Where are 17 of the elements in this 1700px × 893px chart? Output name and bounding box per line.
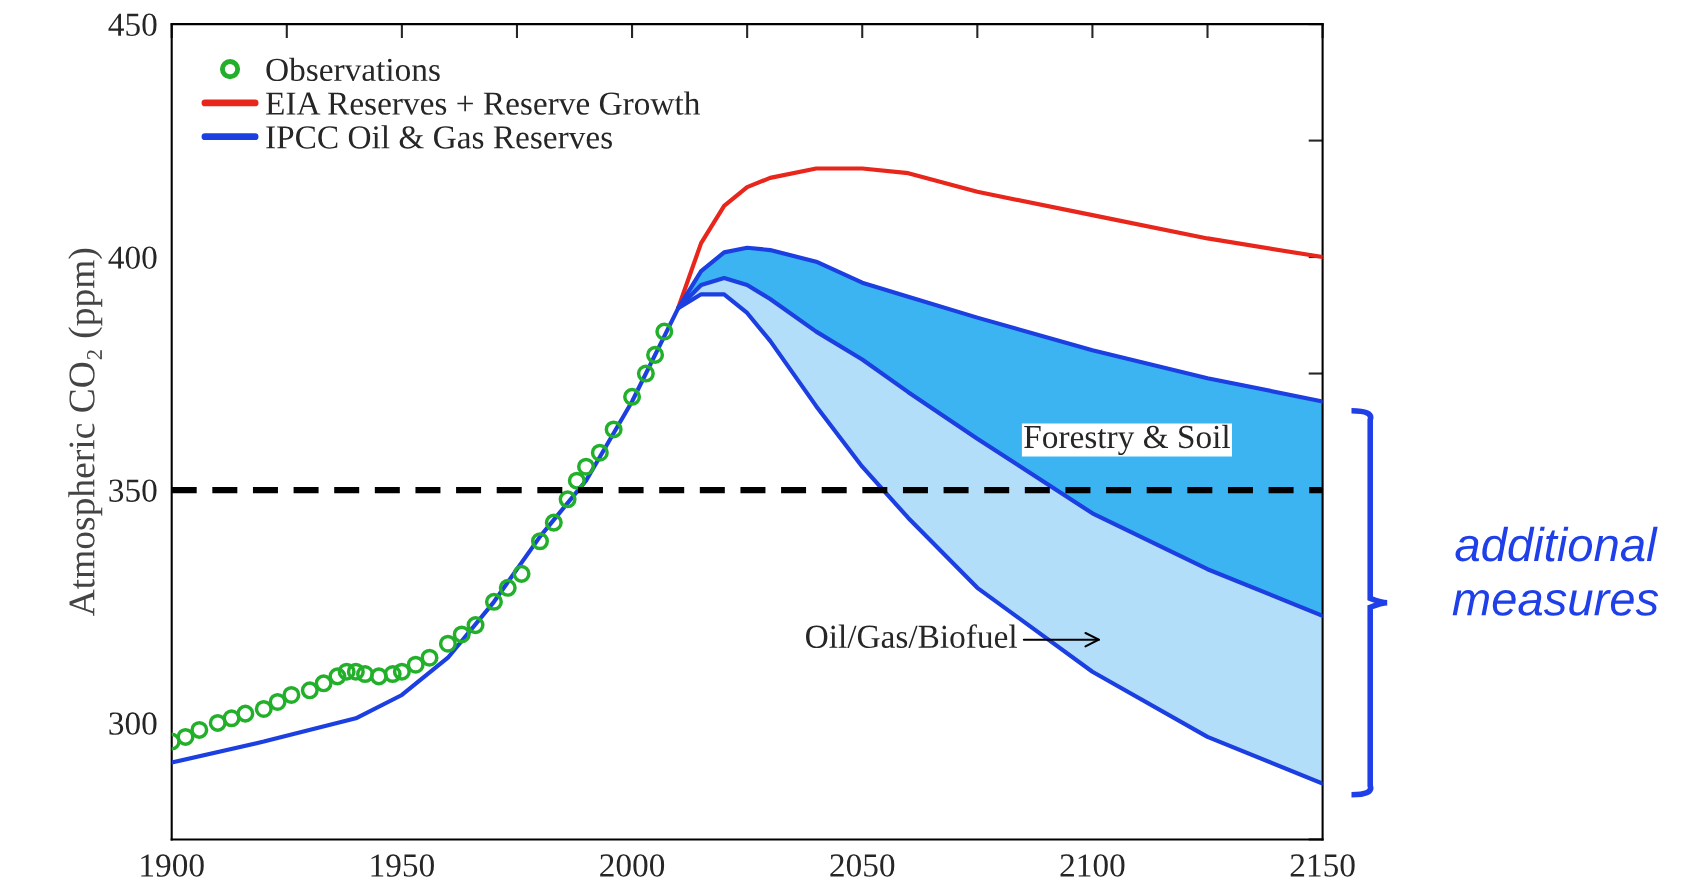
- annotation: Oil/Gas/Biofuel: [806, 624, 1017, 649]
- text: additional measures: [1452, 526, 1659, 616]
- y-axis-title: Atmospheric CO₂ (ppm): [68, 248, 103, 617]
- y-tick-label: 300: [109, 712, 157, 735]
- y-tick-label: 400: [108, 246, 157, 269]
- legend-label: Observations: [266, 57, 440, 82]
- legend-label: EIA Reserves + Reserve Growth: [265, 91, 700, 115]
- x-tick-label: 2000: [600, 854, 665, 877]
- y-tick-label: 350: [109, 479, 157, 502]
- x-tick-label: 1900: [141, 854, 204, 877]
- x-tick-label: 2100: [1060, 854, 1125, 877]
- legend-label: IPCC Oil & Gas Reserves: [266, 125, 612, 149]
- x-tick-label: 2150: [1290, 854, 1355, 877]
- annotation: Forestry & Soil: [1024, 424, 1230, 456]
- x-tick-label: 2050: [830, 854, 895, 877]
- y-tick-label: 450: [108, 13, 157, 36]
- x-tick-label: 1950: [371, 854, 434, 877]
